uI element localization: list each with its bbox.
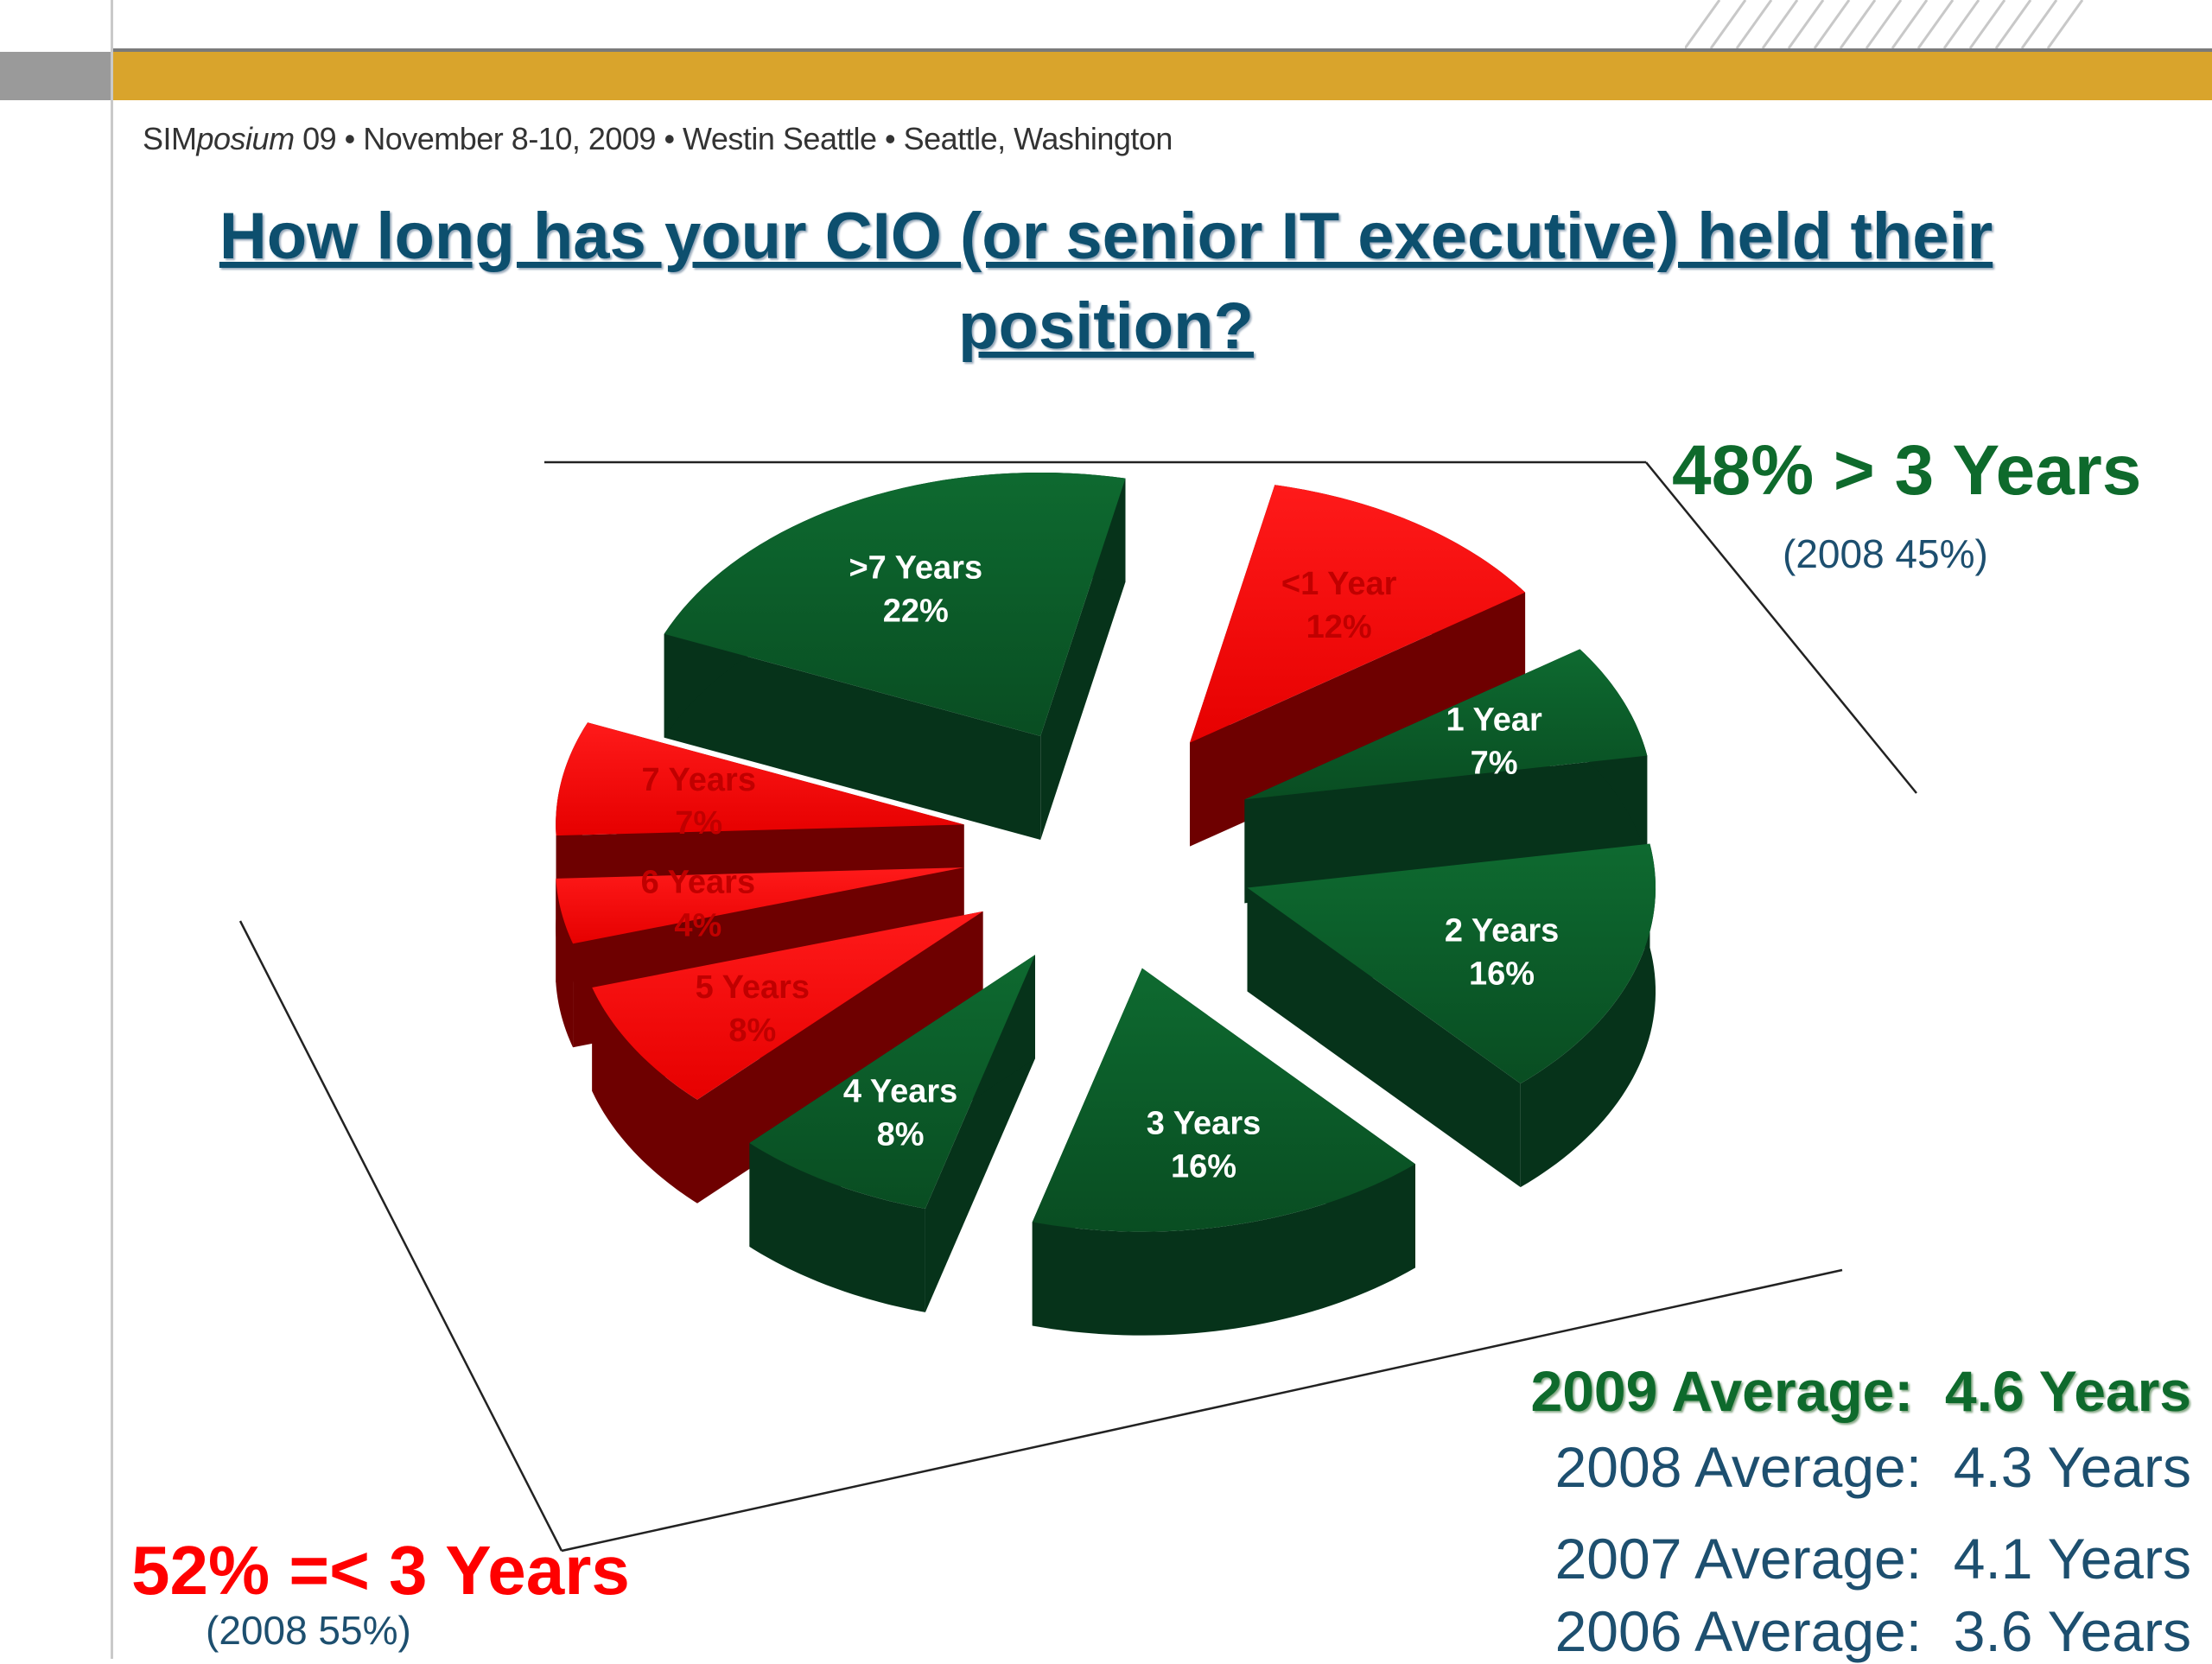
pie-slice-wall: [1247, 887, 1521, 1188]
frame-lines: [238, 460, 1917, 1553]
slice-value-label: 7%: [675, 805, 722, 842]
pie-slice-top: [1190, 485, 1526, 743]
pie-slice-top: [1032, 968, 1415, 1232]
pie-slice-top: [749, 955, 1035, 1209]
left-rule: [111, 0, 113, 1659]
slice-value-label: 4%: [674, 908, 721, 944]
title-line-1: How long has your CIO (or senior IT exec…: [219, 200, 1993, 273]
pie-slice--7-years: [664, 472, 1126, 840]
slice-category-label: 3 Years: [1147, 1106, 1261, 1142]
slice-value-label: 7%: [1471, 745, 1518, 781]
under-three-previous: (2008 55%): [206, 1608, 411, 1653]
slice-value-label: 16%: [1469, 956, 1535, 993]
slice-value-label: 16%: [1171, 1149, 1236, 1185]
pie-slice-top: [1244, 649, 1648, 800]
slice-category-label: 4 Years: [843, 1073, 957, 1109]
slice-category-label: 5 Years: [696, 969, 810, 1006]
average-2008: 2008 Average: 4.3 Years: [1554, 1435, 2191, 1499]
under-three-summary: 52% =< 3 Years: [131, 1532, 630, 1609]
over-three-summary: 48% > 3 Years: [1672, 431, 2142, 510]
top-rule: [112, 48, 2212, 52]
pie-slices: [556, 472, 1656, 1336]
hatch-decoration: [1685, 0, 2084, 48]
pie-slice-wall: [1190, 592, 1526, 847]
pie-slice-top: [1247, 843, 1656, 1084]
slice-category-label: 6 Years: [641, 865, 755, 901]
pie-slice-rim: [592, 988, 697, 1204]
slice-value-label: 8%: [877, 1116, 925, 1153]
pie-slice-5-years: [592, 911, 983, 1204]
slice-value-label: 22%: [883, 594, 949, 630]
pie-slice-top: [556, 722, 964, 836]
slice-category-label: 2 Years: [1445, 913, 1559, 949]
average-2006: 2006 Average: 3.6 Years: [1554, 1599, 2191, 1663]
pie-slice--1-year: [1190, 485, 1526, 847]
slice-category-label: >7 Years: [849, 550, 982, 587]
slice-value-label: 8%: [728, 1013, 776, 1049]
title-line-2: position?: [958, 289, 1254, 363]
slice-category-label: 7 Years: [642, 762, 756, 798]
pie-slice-rim: [749, 1143, 925, 1312]
pie-slice-rim: [1032, 1164, 1415, 1336]
conference-line: SIMposium 09 • November 8-10, 2009 • Wes…: [143, 121, 1173, 156]
average-2009: 2009 Average: 4.6 Years: [1530, 1359, 2191, 1423]
page-title: How long has your CIO (or senior IT exec…: [112, 192, 2100, 372]
pie-slice-2-years: [1247, 843, 1656, 1188]
pie-slice-top: [664, 472, 1126, 736]
header-bar-gray: [0, 52, 112, 100]
pie-slice-labels: >7 Years 22% <1 Year 12% 1 Year 7% 7 Years 7% 6 …: [641, 550, 1560, 1185]
pie-slice-4-years: [749, 955, 1035, 1312]
pie-slice-rim: [1520, 843, 1656, 1188]
over-three-previous: (2008 45%): [1783, 531, 1988, 576]
pie-slice-top: [556, 867, 964, 944]
pie-slice-3-years: [1032, 968, 1415, 1336]
slice-value-label: 12%: [1306, 609, 1372, 645]
average-2007: 2007 Average: 4.1 Years: [1554, 1527, 2191, 1591]
pie-slice-rim: [556, 878, 574, 1048]
pie-slice-top: [592, 911, 983, 1100]
slice-category-label: <1 Year: [1281, 566, 1397, 602]
header-bar-gold: [112, 52, 2212, 100]
pie-slice-wall: [664, 633, 1041, 840]
slice-category-label: 1 Year: [1446, 702, 1542, 738]
